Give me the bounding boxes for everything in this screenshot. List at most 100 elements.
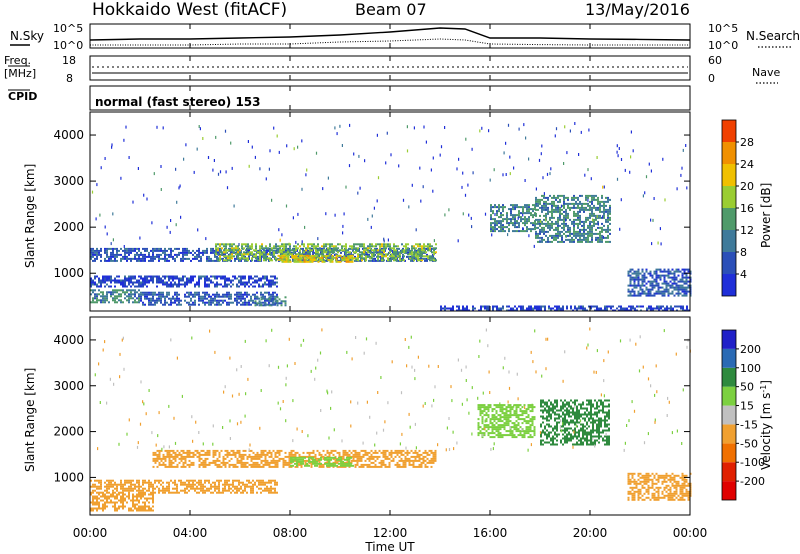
data-cell bbox=[142, 283, 144, 286]
data-cell bbox=[108, 483, 110, 486]
data-cell bbox=[138, 259, 140, 262]
data-cell bbox=[589, 228, 591, 231]
data-cell bbox=[316, 462, 318, 465]
data-cell bbox=[140, 295, 142, 298]
data-cell bbox=[285, 256, 288, 259]
data-cell bbox=[144, 249, 146, 252]
data-cell bbox=[190, 259, 192, 262]
data-cell bbox=[284, 296, 287, 299]
data-cell bbox=[342, 462, 344, 465]
data-cell bbox=[270, 300, 273, 303]
data-cell bbox=[435, 251, 437, 254]
data-cell bbox=[130, 297, 132, 300]
data-cell bbox=[522, 218, 524, 221]
data-cell bbox=[331, 256, 334, 259]
data-cell bbox=[332, 456, 334, 459]
data-cell bbox=[166, 281, 168, 284]
data-cell bbox=[344, 458, 346, 461]
data-cell bbox=[405, 251, 407, 254]
data-cell bbox=[376, 455, 379, 458]
data-cell bbox=[242, 461, 245, 464]
data-cell bbox=[156, 299, 158, 302]
data-cell bbox=[661, 274, 664, 277]
data-cell bbox=[665, 290, 668, 293]
data-cell bbox=[114, 301, 116, 304]
data-cell bbox=[106, 485, 108, 488]
data-cell bbox=[507, 123, 510, 127]
data-cell bbox=[575, 214, 577, 217]
data-cell bbox=[589, 224, 591, 227]
data-cell bbox=[573, 220, 575, 223]
data-cell bbox=[363, 251, 365, 254]
data-cell bbox=[164, 277, 166, 280]
data-cell bbox=[168, 481, 170, 484]
data-cell bbox=[264, 459, 267, 462]
data-cell bbox=[311, 254, 314, 257]
data-cell bbox=[150, 291, 152, 294]
data-cell bbox=[461, 185, 463, 189]
data-cell bbox=[573, 194, 575, 197]
data-cell bbox=[234, 455, 237, 458]
data-cell bbox=[553, 202, 555, 205]
data-cell bbox=[599, 200, 601, 203]
data-cell bbox=[202, 301, 204, 304]
data-cell bbox=[128, 281, 130, 284]
data-cell bbox=[593, 222, 595, 225]
data-cell bbox=[399, 257, 401, 260]
data-cell bbox=[166, 487, 168, 490]
data-cell bbox=[160, 188, 162, 191]
data-cell bbox=[250, 295, 252, 298]
data-cell bbox=[338, 458, 340, 461]
data-cell bbox=[632, 149, 634, 153]
data-cell bbox=[554, 305, 556, 308]
data-cell bbox=[327, 249, 329, 252]
data-cell bbox=[301, 240, 303, 244]
data-cell bbox=[330, 458, 332, 461]
data-cell bbox=[581, 234, 583, 237]
data-cell bbox=[317, 249, 319, 252]
data-cell bbox=[224, 461, 227, 464]
data-cell bbox=[607, 196, 609, 199]
data-cell bbox=[222, 285, 224, 288]
data-cell bbox=[114, 279, 116, 282]
data-cell bbox=[160, 277, 162, 280]
data-cell bbox=[577, 198, 579, 201]
data-cell bbox=[328, 458, 330, 461]
data-cell bbox=[362, 453, 365, 456]
data-cell bbox=[344, 453, 347, 456]
data-cell bbox=[566, 307, 568, 310]
data-cell bbox=[346, 458, 348, 461]
data-cell bbox=[322, 187, 324, 191]
data-cell bbox=[148, 297, 150, 300]
data-cell bbox=[168, 461, 171, 464]
data-cell bbox=[335, 260, 338, 263]
data-cell bbox=[545, 224, 547, 227]
data-cell bbox=[452, 305, 454, 308]
data-cell bbox=[607, 236, 609, 239]
data-cell bbox=[138, 293, 140, 296]
data-cell bbox=[206, 451, 209, 454]
data-cell bbox=[488, 129, 490, 133]
data-cell bbox=[490, 208, 492, 211]
data-cell bbox=[90, 253, 92, 256]
data-cell bbox=[633, 292, 636, 295]
data-cell bbox=[232, 275, 234, 278]
data-cell bbox=[148, 487, 150, 490]
data-cell bbox=[140, 253, 142, 256]
data-cell bbox=[326, 462, 328, 465]
data-cell bbox=[563, 218, 565, 221]
data-cell bbox=[601, 236, 603, 239]
data-cell bbox=[393, 255, 395, 258]
data-cell bbox=[331, 260, 334, 263]
data-cell bbox=[319, 247, 321, 250]
colorbar-swatch bbox=[722, 120, 736, 142]
data-cell bbox=[274, 302, 277, 305]
data-cell bbox=[168, 291, 170, 294]
data-cell bbox=[411, 255, 413, 258]
data-cell bbox=[94, 253, 96, 256]
data-cell bbox=[266, 453, 269, 456]
data-cell bbox=[106, 483, 108, 486]
data-cell bbox=[532, 204, 534, 207]
data-cell bbox=[565, 210, 567, 213]
data-cell bbox=[244, 301, 246, 304]
